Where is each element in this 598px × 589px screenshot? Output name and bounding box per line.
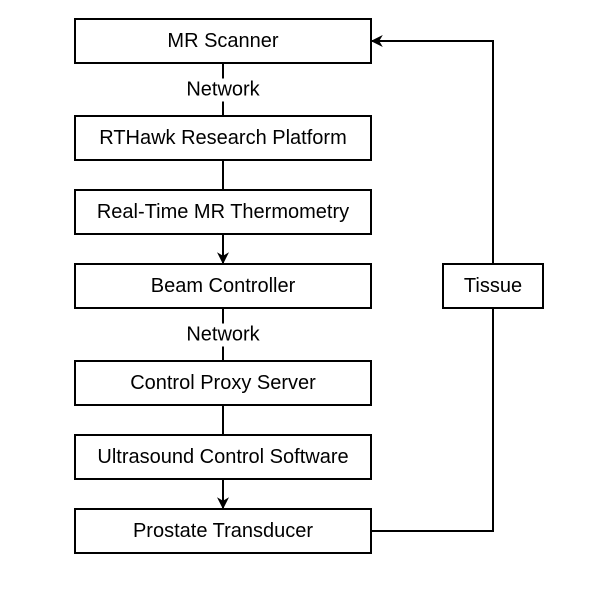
node-proxy: Control Proxy Server <box>74 360 372 406</box>
node-mr-scanner: MR Scanner <box>74 18 372 64</box>
node-beam-ctl: Beam Controller <box>74 263 372 309</box>
node-rthawk: RTHawk Research Platform <box>74 115 372 161</box>
edge-label-net1: Network <box>184 79 261 102</box>
node-us-control: Ultrasound Control Software <box>74 434 372 480</box>
edge-label-net2: Network <box>184 324 261 347</box>
flowchart-canvas: MR Scanner RTHawk Research Platform Real-T… <box>0 0 598 589</box>
node-transducer: Prostate Transducer <box>74 508 372 554</box>
node-tissue: Tissue <box>442 263 544 309</box>
node-thermometry: Real-Time MR Thermometry <box>74 189 372 235</box>
